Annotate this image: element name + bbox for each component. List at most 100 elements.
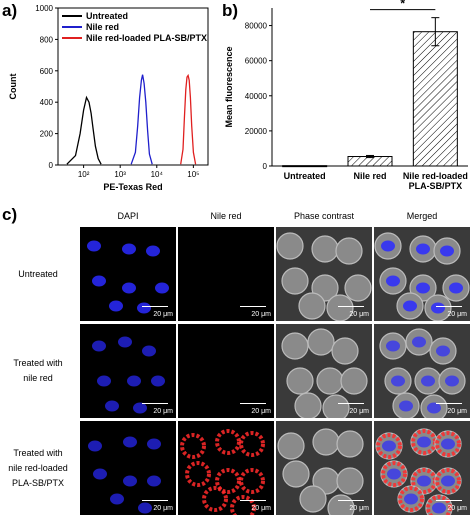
nile-red-stain	[215, 468, 241, 494]
nucleus	[404, 493, 418, 505]
panel-label-a: a)	[2, 1, 17, 20]
micrograph-image	[277, 428, 364, 515]
y-tick-label: 200	[40, 130, 54, 139]
panel-label-b: b)	[222, 1, 238, 20]
nucleus	[427, 402, 441, 414]
nucleus	[92, 340, 106, 352]
nucleus	[421, 375, 435, 387]
nile-red-stain	[381, 461, 407, 487]
nucleus	[417, 436, 431, 448]
micrograph-2: 20 μm	[276, 227, 372, 321]
micrograph-image	[276, 232, 372, 321]
y-tick-label: 400	[40, 98, 54, 107]
nucleus	[127, 375, 141, 387]
micrograph-3: 20 μm	[374, 227, 470, 321]
nile-red-stain	[180, 433, 206, 459]
y-tick-label: 1000	[35, 4, 53, 13]
scale-bar-label: 20 μm	[349, 408, 369, 415]
column-header: Nile red	[210, 211, 242, 221]
cell-body	[281, 332, 309, 360]
cell-body	[340, 367, 368, 395]
scale-bar-label: 20 μm	[153, 311, 173, 318]
cell-body	[277, 432, 305, 460]
nile-red-stain	[398, 486, 424, 512]
row-label-line: Treated with	[13, 447, 63, 458]
scale-bar	[240, 500, 266, 501]
micrograph-image	[379, 328, 466, 418]
nucleus	[147, 438, 161, 450]
nucleus	[146, 245, 160, 257]
cell-body	[316, 367, 344, 395]
row-label-line: nile red	[23, 373, 53, 383]
cell-body	[322, 394, 350, 418]
nile-red-stain	[376, 433, 402, 459]
series-line-2	[180, 73, 197, 165]
scale-bar	[436, 500, 462, 501]
cell-body	[282, 460, 310, 488]
micrograph-2: 20 μm	[276, 324, 372, 418]
scale-bar	[338, 403, 364, 404]
nucleus	[449, 282, 463, 294]
cell-body	[286, 367, 314, 395]
nucleus	[142, 345, 156, 357]
microscopy-grid: c) DAPI Nile red Phase contrast Merged Untr…	[0, 205, 474, 522]
nucleus	[118, 336, 132, 348]
nucleus	[382, 440, 396, 452]
nucleus	[123, 475, 137, 487]
y-tick-label: 0	[263, 162, 268, 171]
nucleus	[387, 468, 401, 480]
nile-red-stain	[230, 495, 256, 515]
category-label: Nile red-loaded PLA-SB/PTX	[403, 171, 468, 191]
nucleus	[436, 345, 450, 357]
nucleus	[88, 440, 102, 452]
scale-bar-label: 20 μm	[153, 408, 173, 415]
nucleus	[133, 402, 147, 414]
legend-label: Untreated	[86, 11, 128, 21]
scale-bar-label: 20 μm	[349, 505, 369, 512]
column-header: Merged	[406, 211, 438, 221]
x-tick-label: 10³	[114, 170, 126, 179]
legend-label: Nile red-loaded PLA-SB/PTX	[86, 33, 207, 43]
micrograph-1: 20 μm	[178, 227, 274, 321]
row-label: Untreated	[0, 267, 76, 282]
cell-body	[298, 292, 326, 320]
micrograph-0: 20 μm	[80, 421, 176, 515]
nucleus	[93, 468, 107, 480]
micrograph-image	[92, 336, 165, 414]
scale-bar	[240, 403, 266, 404]
plot-frame	[57, 7, 209, 166]
y-tick-label: 40000	[245, 92, 268, 101]
cell-body	[331, 337, 359, 365]
x-tick-label: 10²	[78, 170, 90, 179]
nucleus	[431, 302, 445, 314]
nile-red-stain	[435, 468, 461, 494]
micrograph-image	[374, 232, 470, 321]
nile-red-stain	[239, 468, 265, 494]
row-label-line: PLA-SB/PTX	[11, 477, 65, 488]
nucleus	[416, 243, 430, 255]
micrograph-image	[281, 328, 368, 418]
scale-bar	[338, 500, 364, 501]
row-label-line: Treated with	[13, 358, 63, 368]
micrograph-3: 20 μm	[374, 324, 470, 418]
nucleus	[147, 475, 161, 487]
row-label: Treated with nile red-loaded PLA-SB/PTX	[0, 446, 76, 491]
y-axis-label: Mean fluorescence	[224, 46, 234, 127]
nucleus	[441, 475, 455, 487]
scale-bar-label: 20 μm	[349, 311, 369, 318]
nucleus	[155, 282, 169, 294]
nucleus	[386, 340, 400, 352]
cell-body	[344, 274, 372, 302]
y-axis-label: Count	[8, 74, 18, 100]
scale-bar-label: 20 μm	[251, 505, 271, 512]
scale-bar-label: 20 μm	[153, 505, 173, 512]
cell-body	[299, 485, 327, 513]
cell-body	[281, 267, 309, 295]
micrograph-3: 20 μm	[374, 421, 470, 515]
category-label: Nile red	[353, 171, 386, 181]
mean-fluorescence-chart: b) 0 20000 40000 60000 80000 Mean fluorescenc…	[222, 0, 468, 191]
y-tick-label: 600	[40, 67, 54, 76]
nile-red-stain	[185, 461, 211, 487]
nucleus	[105, 400, 119, 412]
micrograph-1: 20 μm	[178, 421, 274, 515]
